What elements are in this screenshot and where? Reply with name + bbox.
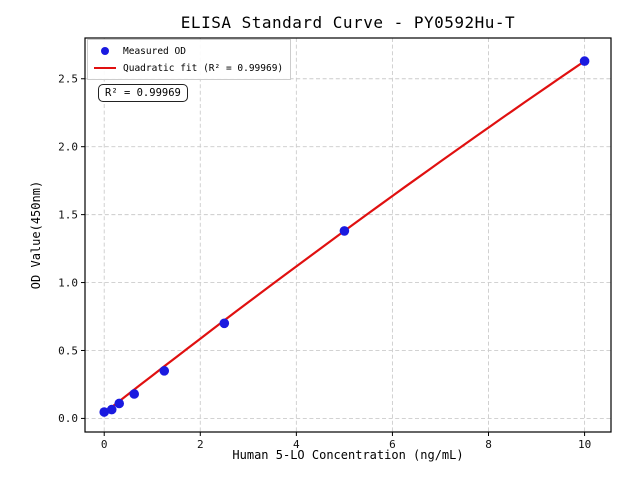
red-line-icon	[94, 66, 116, 70]
y-tick-label: 1.5	[58, 208, 78, 221]
data-point-marker	[339, 226, 350, 236]
data-point-marker	[99, 407, 110, 417]
data-point-marker	[129, 389, 140, 399]
x-tick-label: 4	[293, 438, 300, 451]
quadratic-fit-line	[103, 60, 586, 414]
legend-item: Measured OD	[94, 44, 283, 58]
data-point-marker	[579, 56, 590, 66]
data-point-marker	[219, 318, 230, 329]
y-tick-label: 2.5	[58, 73, 78, 86]
data-point-marker	[159, 366, 170, 376]
y-tick-label: 1.0	[58, 276, 78, 289]
legend-label: Quadratic fit (R² = 0.99969)	[123, 62, 284, 74]
x-axis-label: Human 5-LO Concentration (ng/mL)	[232, 448, 464, 462]
legend-item: Quadratic fit (R² = 0.99969)	[94, 61, 283, 75]
data-point-marker	[114, 398, 125, 409]
data-point-marker	[106, 404, 117, 415]
axes-frame	[84, 37, 612, 433]
chart-title: ELISA Standard Curve - PY0592Hu-T	[180, 13, 516, 32]
x-tick-label: 10	[578, 438, 591, 451]
x-tick-label: 2	[197, 438, 204, 451]
r-squared-annotation: R² = 0.99969	[98, 84, 188, 102]
x-tick-label: 6	[389, 438, 396, 451]
y-axis-label: OD Value(450nm)	[29, 180, 43, 290]
blue-dot-icon	[101, 47, 109, 55]
x-tick-label: 0	[101, 438, 108, 451]
y-tick-label: 2.0	[58, 140, 78, 153]
legend-marker-swatch	[94, 47, 116, 55]
y-tick-label: 0.0	[58, 412, 78, 425]
legend-line-swatch	[94, 66, 116, 70]
legend-label: Measured OD	[123, 45, 186, 57]
y-tick-label: 0.5	[58, 344, 78, 357]
x-tick-label: 8	[485, 438, 492, 451]
legend: Measured OD Quadratic fit (R² = 0.99969)	[87, 39, 292, 80]
